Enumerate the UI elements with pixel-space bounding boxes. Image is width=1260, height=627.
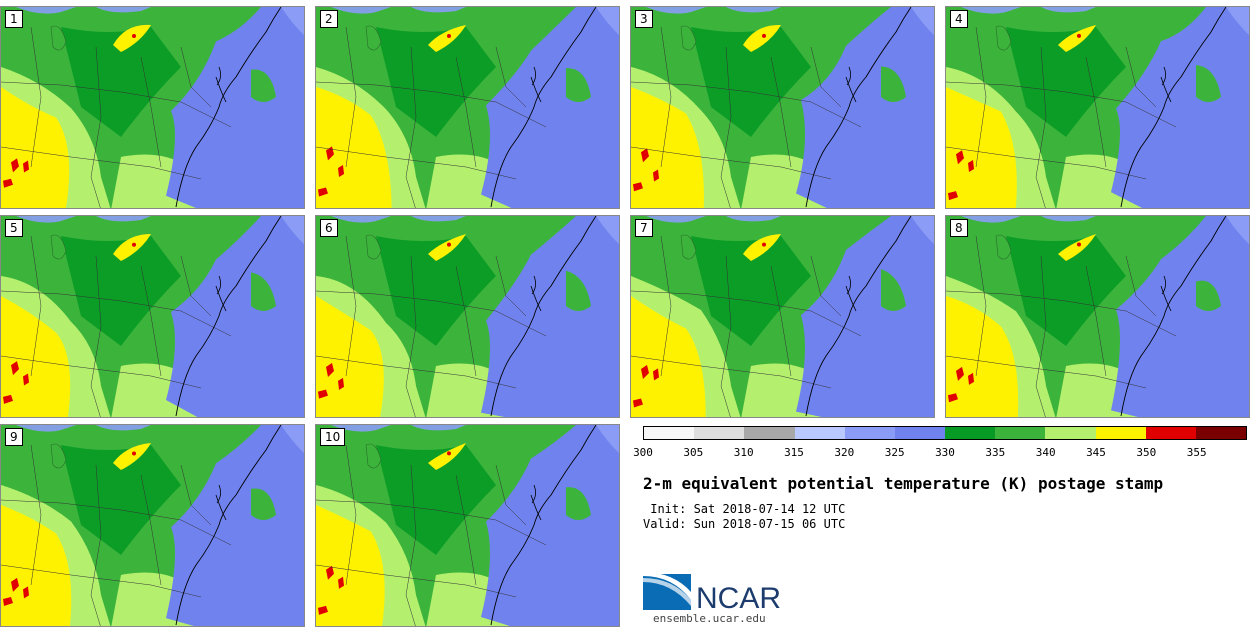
map-image [631, 216, 934, 417]
colorbar-bin [694, 427, 745, 439]
panel-label: 10 [320, 428, 346, 446]
map-panel-4: 4 [945, 6, 1250, 209]
map-panel-5: 5 [0, 215, 305, 418]
map-image [946, 216, 1249, 417]
colorbar-tick-label: 320 [834, 446, 855, 459]
colorbar-bin [1195, 427, 1247, 439]
panel-label: 5 [5, 219, 23, 237]
colorbar-bin [1095, 427, 1146, 439]
colorbar-tick-label: 335 [985, 446, 1006, 459]
colorbar-tick-label: 355 [1186, 446, 1207, 459]
colorbar-tick-label: 345 [1086, 446, 1106, 459]
map-panel-6: 6 [315, 215, 620, 418]
colorbar-bin [1045, 427, 1096, 439]
colorbar-tick-label: 305 [683, 446, 704, 459]
panel-label: 6 [320, 219, 338, 237]
map-panel-3: 3 [630, 6, 935, 209]
colorbar-tick-label: 350 [1136, 446, 1157, 459]
map-image [316, 7, 619, 208]
site-url: ensemble.ucar.edu [653, 612, 766, 625]
colorbar-tick-label: 315 [784, 446, 804, 459]
map-panel-7: 7 [630, 215, 935, 418]
colorbar-tick-label: 325 [884, 446, 905, 459]
panel-label: 2 [320, 10, 338, 28]
panel-label: 7 [635, 219, 653, 237]
map-image [946, 7, 1249, 208]
map-image [316, 216, 619, 417]
chart-title: 2-m equivalent potential temperature (K)… [643, 474, 1164, 493]
init-time: Init: Sat 2018-07-14 12 UTC [643, 502, 846, 516]
panel-label: 9 [5, 428, 23, 446]
colorbar-bin [1145, 427, 1196, 439]
colorbar [643, 426, 1247, 440]
logo-text: NCAR [696, 582, 781, 614]
ncar-logo: NCAR [643, 570, 793, 615]
colorbar-tick-label: 330 [935, 446, 955, 459]
colorbar-bin [794, 427, 845, 439]
colorbar-bin [644, 427, 695, 439]
colorbar-tick-label: 300 [633, 446, 653, 459]
panel-label: 8 [950, 219, 968, 237]
map-image [631, 7, 934, 208]
colorbar-bin [894, 427, 946, 439]
colorbar-bin [945, 427, 996, 439]
colorbar-bin [844, 427, 895, 439]
map-image [1, 7, 304, 208]
valid-time: Valid: Sun 2018-07-15 06 UTC [643, 517, 846, 531]
colorbar-ticks: 300 305 310 315 320 325 330 335 340 345 350 355 [633, 446, 1247, 460]
map-panel-9: 9 [0, 424, 305, 627]
colorbar-tick-label: 340 [1035, 446, 1056, 459]
map-image [316, 425, 619, 626]
map-image [1, 216, 304, 417]
map-panel-10: 10 [315, 424, 620, 627]
colorbar-bin [744, 427, 795, 439]
map-panel-1: 1 [0, 6, 305, 209]
map-image [1, 425, 304, 626]
map-panel-2: 2 [315, 6, 620, 209]
colorbar-tick-label: 310 [733, 446, 754, 459]
colorbar-bin [995, 427, 1046, 439]
panel-label: 3 [635, 10, 653, 28]
panel-label: 4 [950, 10, 968, 28]
panel-label: 1 [5, 10, 23, 28]
map-panel-8: 8 [945, 215, 1250, 418]
